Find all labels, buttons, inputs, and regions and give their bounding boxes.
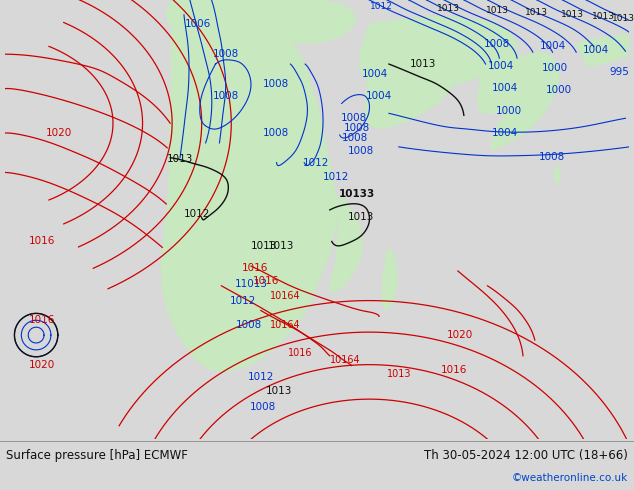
Text: 1020: 1020: [447, 330, 473, 340]
Text: 1013: 1013: [486, 6, 509, 15]
Text: 10164: 10164: [270, 320, 301, 330]
Text: 1004: 1004: [362, 69, 388, 79]
Text: 1013: 1013: [387, 369, 411, 379]
Text: 1008: 1008: [213, 49, 240, 59]
Text: 1016: 1016: [252, 276, 279, 286]
Text: 1008: 1008: [250, 402, 276, 412]
Text: 10133: 10133: [339, 189, 375, 199]
Polygon shape: [161, 4, 338, 371]
Text: 1016: 1016: [288, 348, 313, 358]
Text: 1004: 1004: [366, 91, 392, 100]
Text: ©weatheronline.co.uk: ©weatheronline.co.uk: [512, 473, 628, 483]
Text: 1020: 1020: [46, 128, 72, 138]
Text: 1013: 1013: [167, 154, 193, 164]
Text: 1013: 1013: [266, 386, 292, 396]
Text: 11013: 11013: [235, 279, 268, 289]
Text: 1008: 1008: [341, 133, 368, 143]
Text: 1020: 1020: [29, 360, 55, 369]
Text: 1012: 1012: [323, 172, 349, 182]
Text: 1013: 1013: [525, 8, 548, 17]
Text: 1013: 1013: [410, 59, 437, 69]
Text: 1016: 1016: [29, 237, 55, 246]
Text: Th 30-05-2024 12:00 UTC (18+66): Th 30-05-2024 12:00 UTC (18+66): [424, 448, 628, 462]
Text: 1008: 1008: [262, 128, 288, 138]
Text: 1013: 1013: [268, 242, 294, 251]
Polygon shape: [382, 249, 397, 311]
Text: 1004: 1004: [540, 41, 566, 51]
Text: 1008: 1008: [484, 39, 510, 49]
Polygon shape: [477, 52, 535, 113]
Text: 1016: 1016: [441, 365, 467, 374]
Text: 1012: 1012: [230, 295, 256, 306]
Polygon shape: [166, 0, 356, 43]
Text: 1004: 1004: [583, 45, 609, 55]
Text: 1013: 1013: [437, 4, 460, 13]
Polygon shape: [168, 113, 185, 216]
Text: 1013: 1013: [560, 10, 584, 19]
Polygon shape: [576, 34, 630, 66]
Text: 1000: 1000: [496, 106, 522, 116]
Text: 1006: 1006: [184, 19, 211, 28]
Text: 10164: 10164: [270, 291, 301, 301]
Text: 1008: 1008: [344, 123, 370, 133]
Text: 1012: 1012: [370, 2, 392, 11]
Text: Surface pressure [hPa] ECMWF: Surface pressure [hPa] ECMWF: [6, 448, 188, 462]
Text: 1000: 1000: [541, 63, 567, 73]
Text: 1004: 1004: [492, 83, 519, 93]
Polygon shape: [330, 194, 363, 293]
Text: 1004: 1004: [492, 128, 519, 138]
Text: 1008: 1008: [262, 79, 288, 89]
Polygon shape: [365, 35, 460, 128]
Text: 1013: 1013: [612, 14, 634, 23]
Polygon shape: [359, 17, 517, 90]
Text: 1004: 1004: [488, 61, 514, 71]
Text: 1012: 1012: [248, 372, 274, 383]
Text: 1008: 1008: [213, 91, 240, 100]
Text: 1016: 1016: [242, 263, 268, 273]
Text: 1012: 1012: [184, 209, 210, 219]
Text: 1013: 1013: [250, 242, 277, 251]
Text: 1000: 1000: [545, 85, 571, 95]
Text: 1008: 1008: [538, 152, 565, 162]
Polygon shape: [491, 52, 559, 151]
Text: 1008: 1008: [340, 113, 366, 123]
Text: 1008: 1008: [236, 320, 262, 330]
Text: 1016: 1016: [29, 315, 55, 325]
Text: 1012: 1012: [303, 158, 329, 168]
Text: 995: 995: [610, 67, 630, 77]
Text: 1013: 1013: [348, 212, 375, 222]
Text: 10164: 10164: [330, 355, 361, 365]
Text: 1013: 1013: [592, 12, 615, 21]
Polygon shape: [555, 165, 560, 184]
Text: 1008: 1008: [348, 146, 375, 156]
